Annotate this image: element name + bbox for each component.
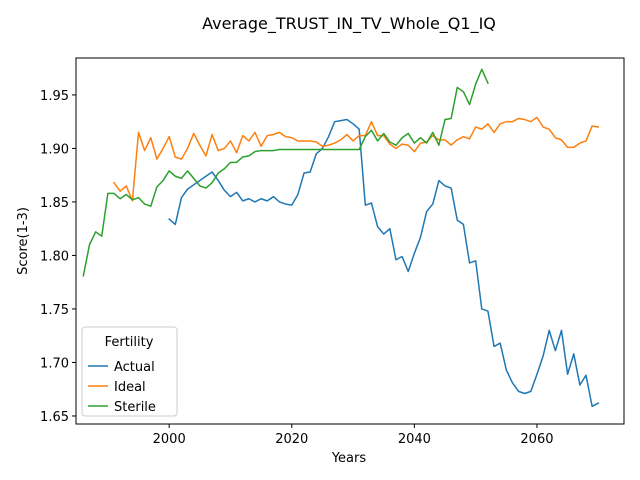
legend: Fertility Actual Ideal Sterile <box>81 326 178 417</box>
legend-label-sterile: Sterile <box>114 400 156 415</box>
y-tick-label: 1.80 <box>40 249 69 264</box>
legend-title: Fertility <box>105 335 154 350</box>
axes-frame <box>75 57 625 425</box>
x-tick-label: 2060 <box>520 432 553 447</box>
x-axis: 2000 2020 2040 2060 <box>153 424 554 447</box>
y-tick-label: 1.70 <box>40 356 69 371</box>
series-line-ideal <box>112 116 600 202</box>
chart-title: Average_TRUST_IN_TV_Whole_Q1_IQ <box>202 14 496 34</box>
legend-label-ideal: Ideal <box>114 380 146 395</box>
y-axis: 1.65 1.70 1.75 1.80 1.85 1.90 1.95 <box>40 89 76 425</box>
y-tick-label: 1.85 <box>40 196 69 211</box>
series-line-sterile <box>82 68 489 277</box>
y-tick-label: 1.90 <box>40 142 69 157</box>
legend-box <box>81 326 178 417</box>
x-tick-label: 2000 <box>153 432 186 447</box>
y-axis-label: Score(1-3) <box>16 207 31 275</box>
series-line-actual <box>168 118 600 408</box>
series-layer <box>82 68 600 408</box>
legend-label-actual: Actual <box>114 360 155 375</box>
x-tick-label: 2020 <box>275 432 308 447</box>
x-axis-label: Years <box>331 451 367 466</box>
y-tick-label: 1.95 <box>40 89 69 104</box>
y-tick-label: 1.75 <box>40 303 69 318</box>
y-tick-label: 1.65 <box>40 410 69 425</box>
x-tick-label: 2040 <box>398 432 431 447</box>
